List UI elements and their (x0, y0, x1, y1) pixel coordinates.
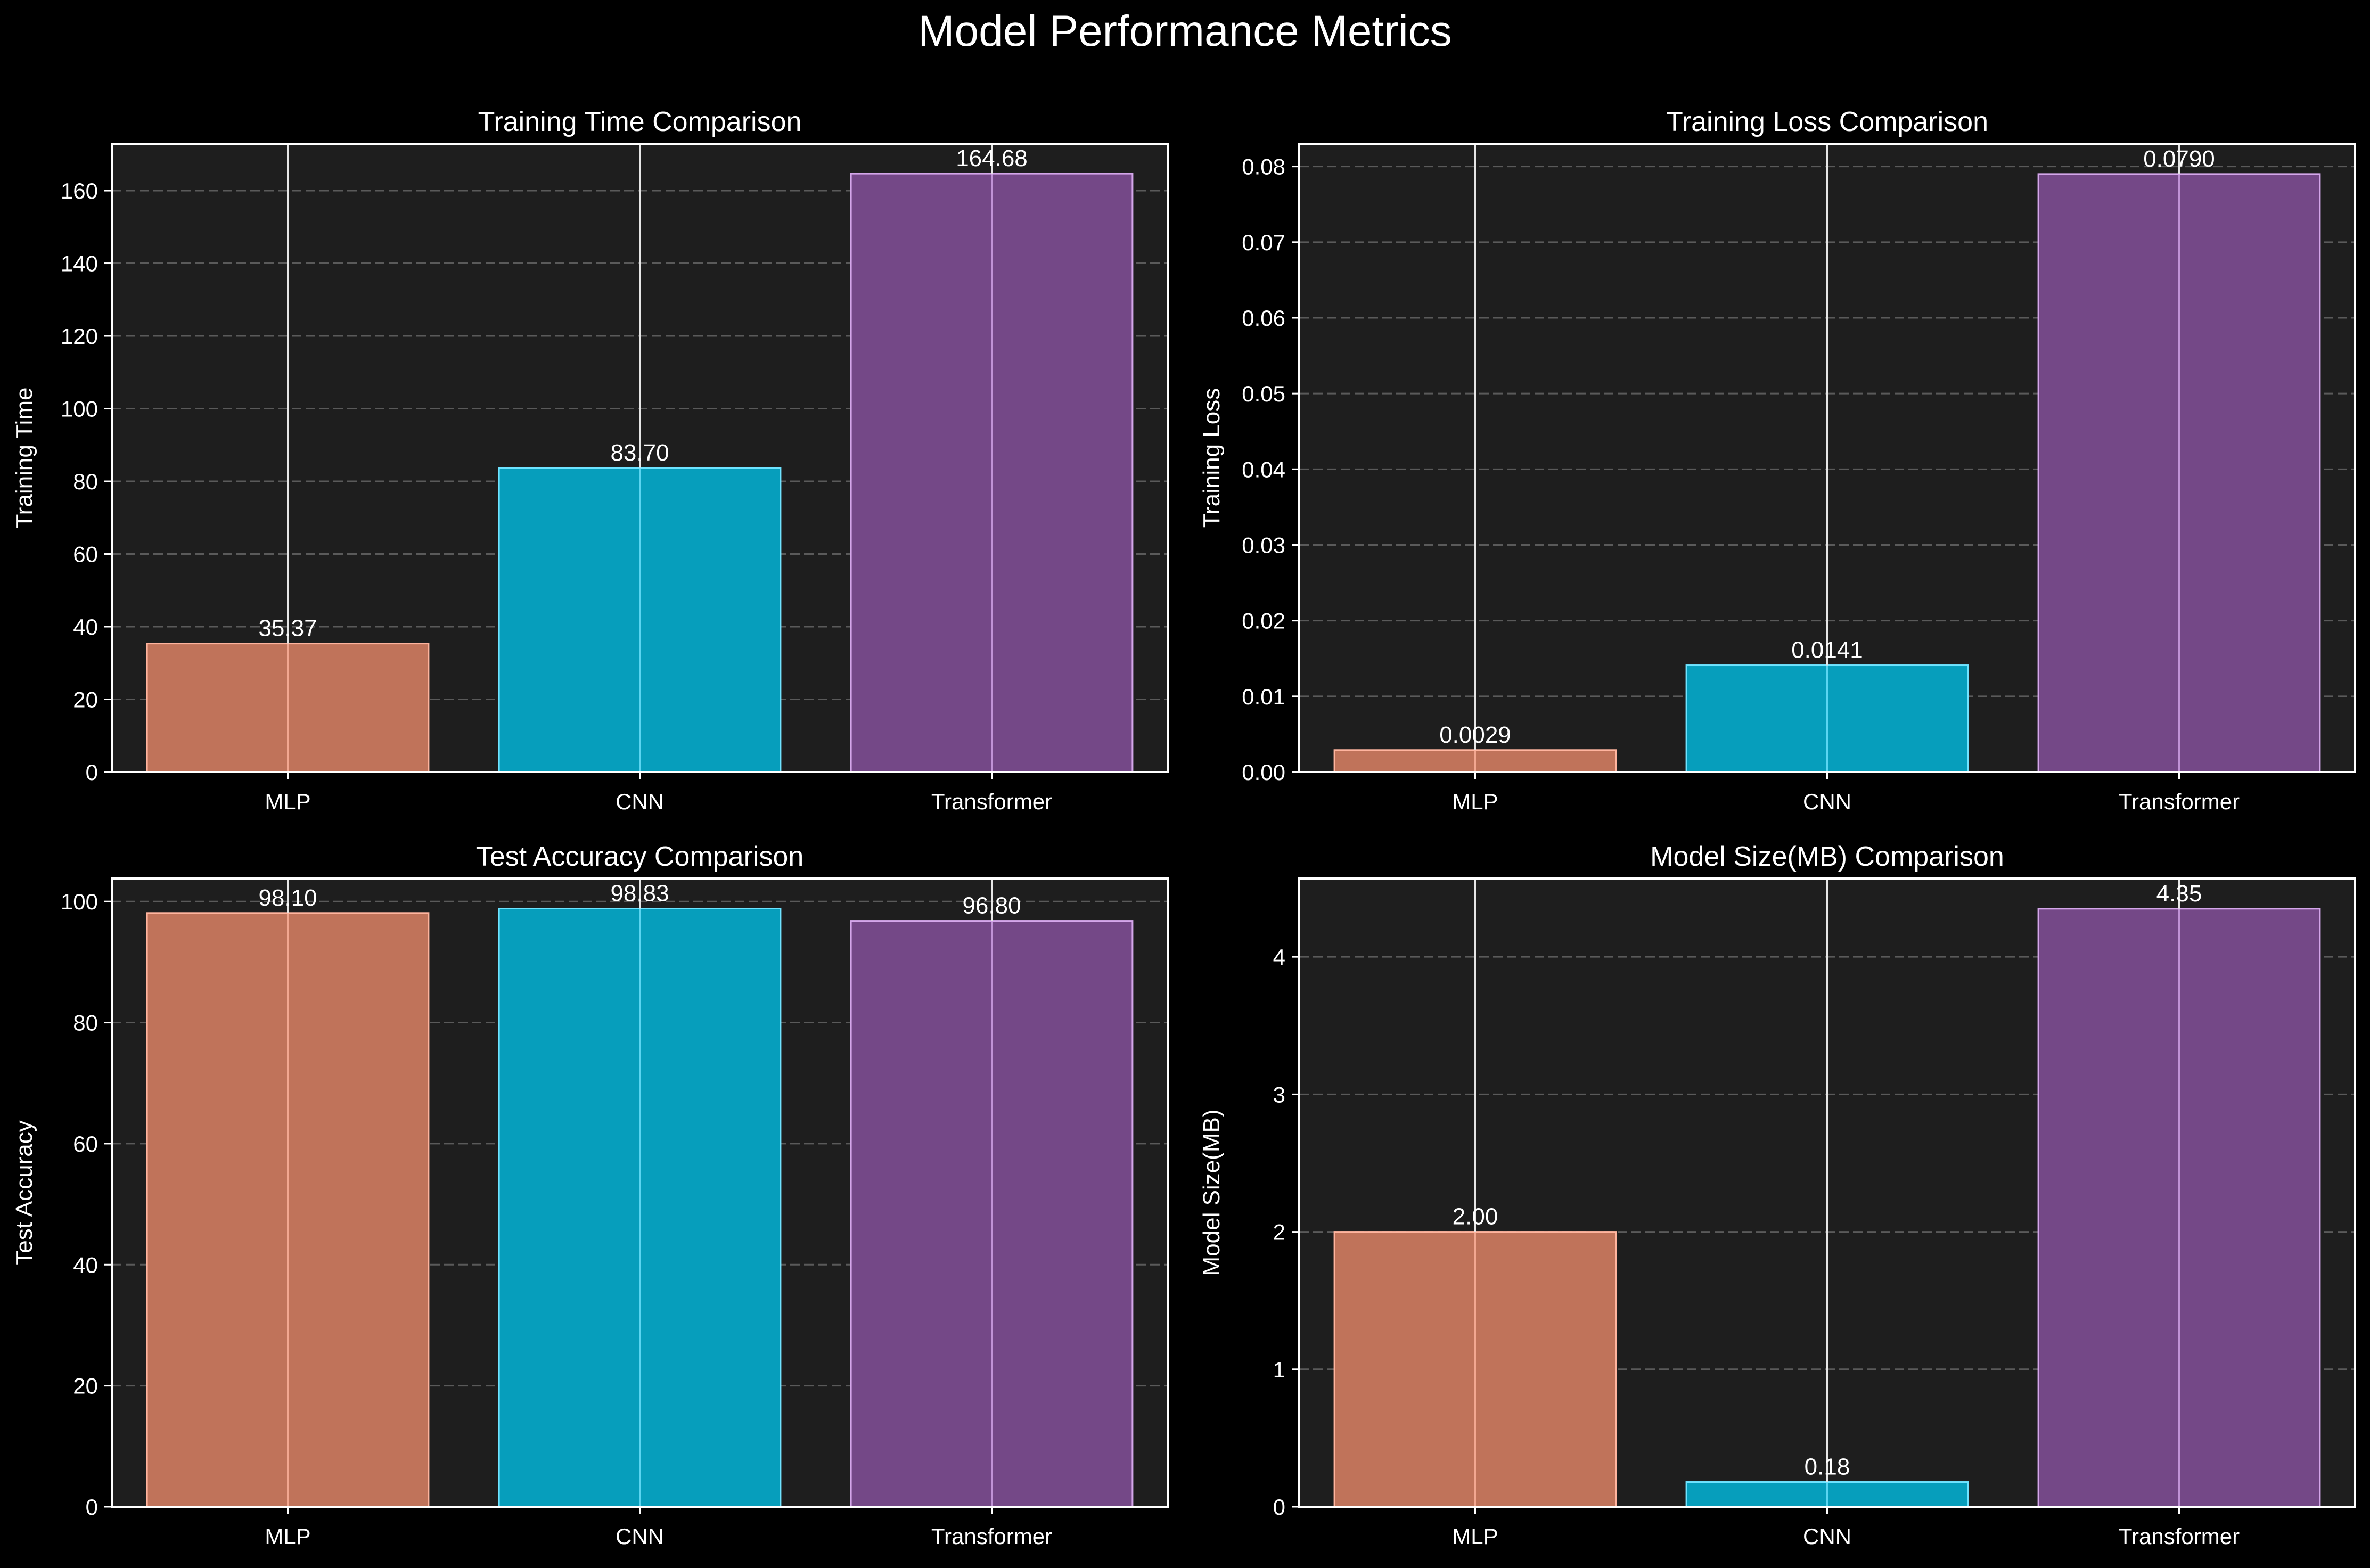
training-time-ytick-label-6: 120 (61, 324, 98, 349)
training-time-ytick-label-1: 20 (73, 687, 98, 712)
training-time-value-label-2: 164.68 (956, 145, 1028, 171)
training-time-value-label-0: 35.37 (258, 615, 317, 642)
training-time-ytick-label-3: 60 (73, 542, 98, 567)
training-time-xtick-label-2: Transformer (931, 789, 1052, 814)
training-time-ytick-label-8: 160 (61, 178, 98, 203)
training-time-title: Training Time Comparison (478, 106, 802, 137)
training-time-ytick-label-5: 100 (61, 397, 98, 422)
training-time-ytick-label-2: 40 (73, 614, 98, 639)
training-time-ytick-label-7: 140 (61, 251, 98, 276)
figure-title: Model Performance Metrics (918, 7, 1452, 55)
training-time-xtick-label-0: MLP (265, 789, 310, 814)
training-time-xtick-label-1: CNN (616, 789, 664, 814)
training-time-value-label-1: 83.70 (610, 440, 669, 466)
training-time-ytick-label-0: 0 (86, 760, 98, 785)
training-time-ytick-label-4: 80 (73, 469, 98, 494)
training-time-ylabel: Training Time (11, 388, 37, 529)
